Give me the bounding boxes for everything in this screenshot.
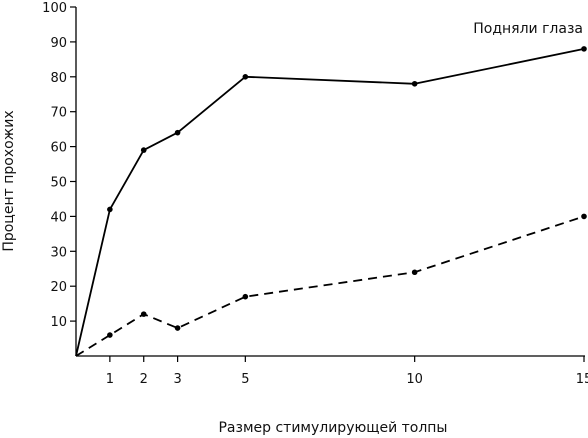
- y-tick-label-30: 30: [50, 245, 67, 260]
- series-label-podnyali-glaza: Подняли глаза: [473, 21, 583, 37]
- series-0-point-2: [140, 147, 147, 153]
- y-tick-label-50: 50: [50, 176, 67, 191]
- y-tick-label-100: 100: [42, 1, 67, 16]
- y-axis-title: Процент прохожих: [1, 110, 17, 251]
- x-tick-label-15: 15: [576, 372, 588, 387]
- axes: [75, 7, 585, 357]
- series-1-point-5: [411, 269, 418, 276]
- x-tick-label-2: 2: [140, 372, 148, 387]
- y-tick-label-10: 10: [50, 315, 67, 330]
- x-tick-label-10: 10: [406, 372, 423, 387]
- series-1-point-1: [107, 332, 113, 338]
- series-1-point-3: [174, 325, 181, 331]
- ticks: 10 20 30 40 50 60 70 80 90 100 1 2 3 5 10 15: [42, 1, 588, 387]
- y-tick-label-70: 70: [50, 106, 67, 121]
- x-tick-label-1: 1: [106, 372, 114, 387]
- y-tick-label-60: 60: [50, 141, 67, 156]
- series-1-point-4: [242, 293, 249, 300]
- series-1-point-2: [140, 311, 147, 317]
- series-0-point-6: [581, 46, 587, 52]
- series-layer: [75, 46, 587, 357]
- y-tick-label-80: 80: [50, 71, 67, 86]
- series-0-group: [75, 46, 587, 357]
- y-tick-label-20: 20: [50, 280, 67, 295]
- series-0-point-1: [107, 206, 113, 213]
- series-1-line: [75, 215, 585, 357]
- x-tick-label-3: 3: [173, 372, 181, 387]
- x-axis-title: Размер стимулирующей толпы: [218, 420, 447, 436]
- series-1-point-6: [581, 213, 587, 220]
- series-0-point-5: [411, 80, 418, 87]
- x-tick-label-5: 5: [241, 372, 249, 387]
- y-tick-label-40: 40: [50, 210, 67, 225]
- series-0-point-3: [174, 129, 181, 136]
- series-0-line: [75, 48, 585, 357]
- series-0-point-4: [242, 74, 249, 80]
- series-1-group: [75, 213, 587, 357]
- y-tick-label-90: 90: [50, 36, 67, 51]
